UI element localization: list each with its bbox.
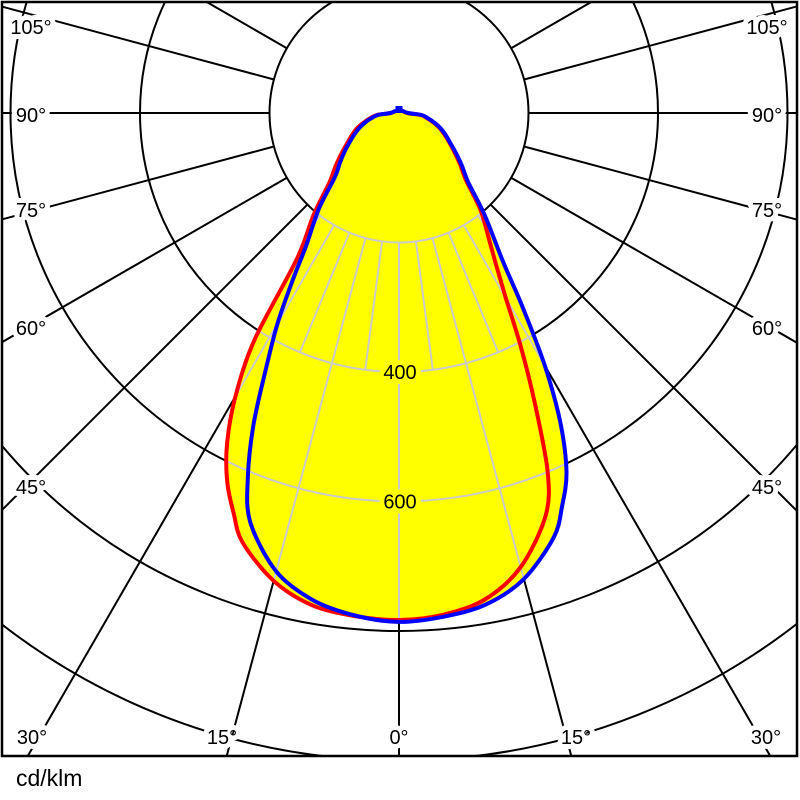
angle-tick-label: 30° [751,727,781,749]
angle-tick-label: 105° [746,17,787,39]
grid-spoke [2,203,309,512]
grid-spoke [523,5,797,81]
angle-tick-label: 90° [752,105,782,127]
grid-spoke [523,145,797,221]
ring-value-label: 600 [383,492,416,514]
angle-tick-label: 0° [389,727,408,749]
plot-border [0,0,799,758]
grid-spoke [2,5,275,81]
angle-tick-label: 105° [10,17,51,39]
grid-spoke [226,128,271,148]
apex-marker [395,106,403,113]
angle-tick-label: 15° [561,727,591,749]
grid-spoke [527,128,567,148]
grid-spoke [510,176,797,344]
grid-spoke [431,237,567,622]
grid-spoke [364,241,384,370]
angle-tick-label: 60° [16,318,46,340]
angle-tick-label: 75° [16,200,46,222]
angle-labels: 105° 90° 75° 60° 45° 30° 15° 0° 15° 30° 45° 60° 75° 9… [5,12,792,754]
grid-spoke [462,224,567,622]
grid-spoke [489,203,797,513]
angle-tick-label: 45° [16,477,46,499]
curve-blue [245,107,569,624]
grid-spoke [2,176,288,344]
grid-spoke [226,224,336,622]
grid-spoke [518,161,567,214]
angle-tick-label: 30° [17,727,47,749]
grid-spoke [298,232,351,353]
ring-value-label: 400 [383,362,416,384]
grid-spoke [414,241,434,370]
grid-spoke [226,161,280,214]
ring-value-labels: 400 600 [378,357,421,519]
unit-label: cd/klm [16,765,83,791]
grid-spoke [447,232,500,353]
angle-tick-label: 15° [207,727,237,749]
angle-tick-label: 75° [752,200,782,222]
angle-tick-label: 45° [752,477,782,499]
angle-tick-label: 90° [16,105,46,127]
grid-spoke [2,145,275,221]
angle-tick-label: 60° [752,318,782,340]
grid-spoke [226,237,367,622]
